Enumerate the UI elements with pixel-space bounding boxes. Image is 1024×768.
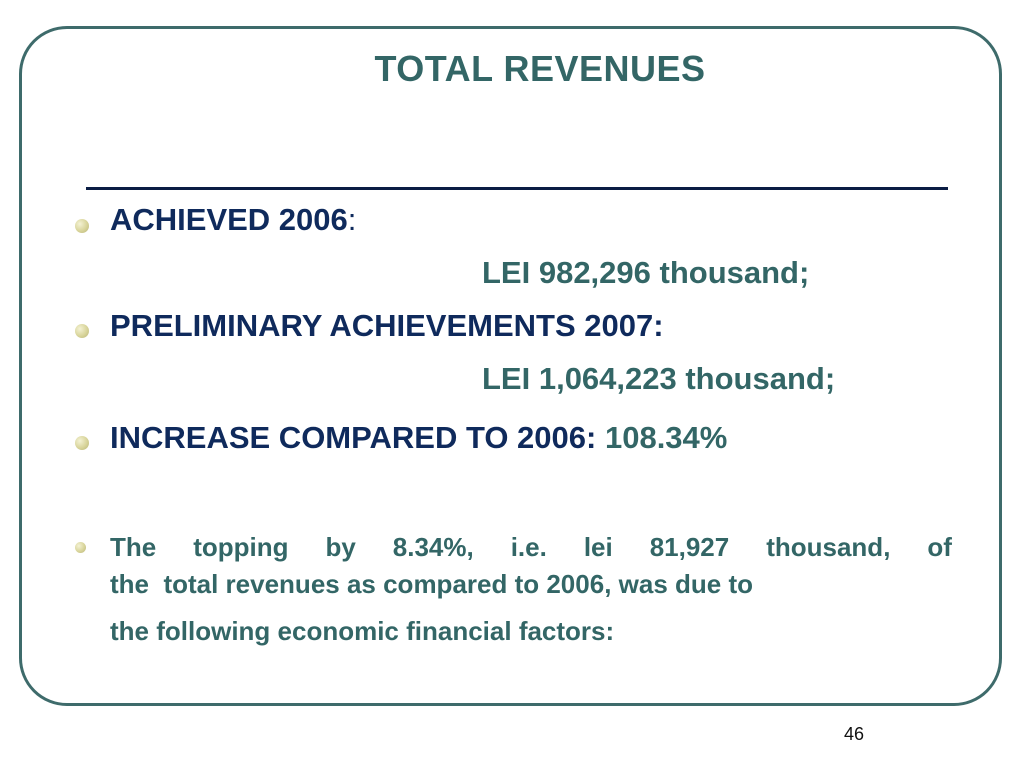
page-number: 46 bbox=[844, 724, 865, 744]
bullet-icon bbox=[75, 324, 89, 338]
note-word: 81,927 bbox=[649, 532, 730, 562]
bullet-icon bbox=[75, 219, 89, 233]
note-word: by bbox=[325, 532, 356, 562]
increase-value: 108.34% bbox=[604, 420, 728, 455]
bullet-preliminary-2007: PRELIMINARY ACHIEVEMENTS 2007: bbox=[110, 308, 664, 343]
slide-frame bbox=[19, 26, 1002, 706]
note-word: The bbox=[110, 532, 157, 562]
bullet-label: ACHIEVED 2006 bbox=[110, 202, 348, 237]
note-line-3: the following economic financial factors… bbox=[110, 616, 615, 646]
achieved-2006-value: LEI 982,296 thousand; bbox=[482, 255, 810, 290]
note-word: 8.34%, bbox=[392, 532, 474, 562]
note-word: of bbox=[927, 532, 952, 562]
bullet-icon bbox=[75, 436, 89, 450]
note-word: lei bbox=[583, 532, 613, 562]
title-divider bbox=[86, 187, 948, 190]
note-word: topping bbox=[193, 532, 289, 562]
note-word: thousand, bbox=[766, 532, 891, 562]
bullet-label: INCREASE COMPARED TO 2006: bbox=[110, 420, 597, 455]
bullet-increase: INCREASE COMPARED TO 2006: 108.34% bbox=[110, 420, 727, 456]
bullet-icon bbox=[75, 542, 86, 553]
note-word: i.e. bbox=[510, 532, 547, 562]
note-line-2: the total revenues as compared to 2006, … bbox=[110, 569, 753, 599]
preliminary-2007-value: LEI 1,064,223 thousand; bbox=[482, 361, 836, 396]
slide-title: TOTAL REVENUES bbox=[374, 48, 706, 89]
bullet-label-suffix: : bbox=[347, 202, 357, 237]
note-line-1: The topping by 8.34%, i.e. lei 81,927 th… bbox=[110, 534, 952, 560]
bullet-achieved-2006: ACHIEVED 2006: bbox=[110, 202, 356, 238]
